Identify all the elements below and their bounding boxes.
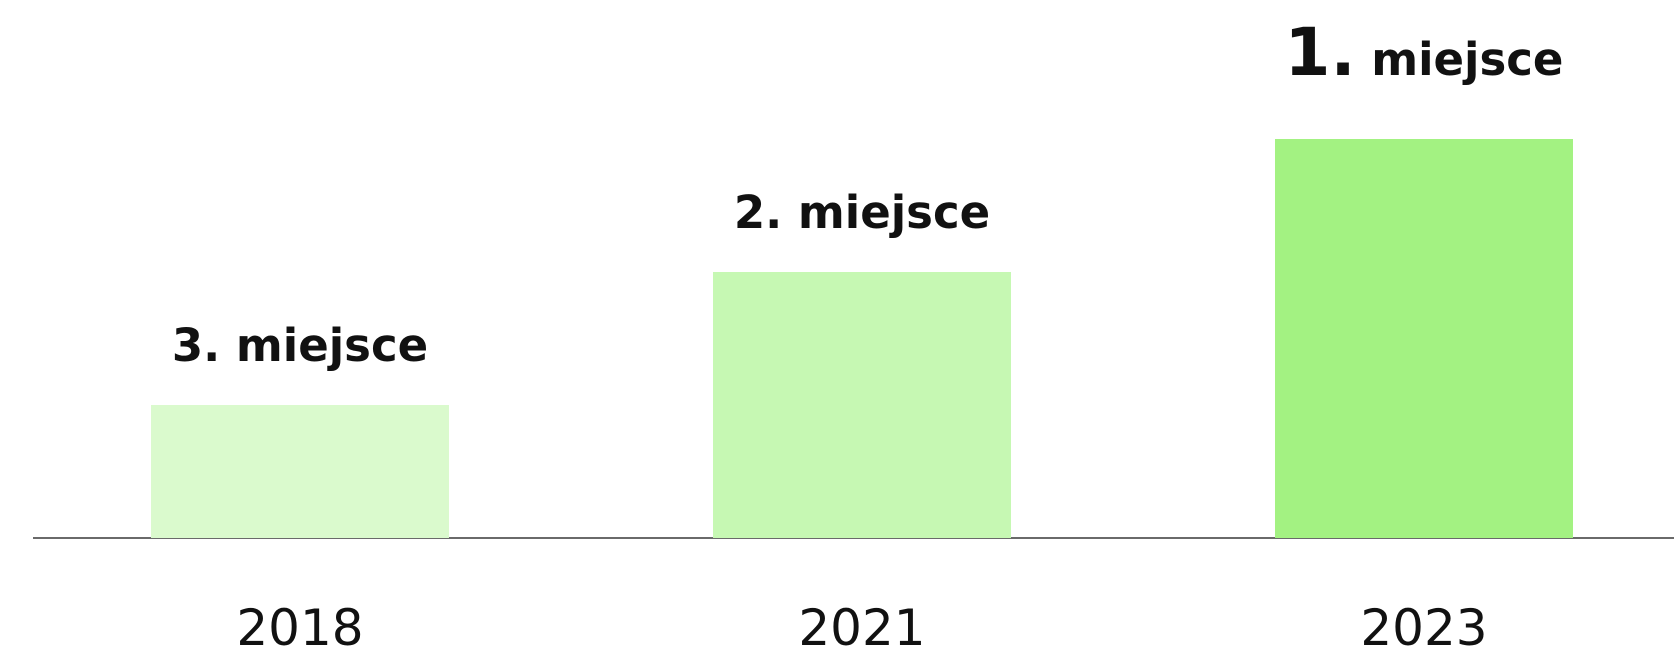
- place-text: miejsce: [798, 186, 990, 239]
- year-label: 2021: [798, 599, 925, 649]
- year-label: 2018: [236, 599, 363, 649]
- year-label: 2023: [1360, 599, 1487, 649]
- podium-bar: [151, 405, 449, 538]
- place-rank: 2.: [734, 186, 782, 239]
- place-text: miejsce: [1371, 33, 1563, 86]
- place-rank: 3.: [172, 319, 220, 372]
- place-label: 1. miejsce: [1285, 14, 1564, 91]
- podium-bar: [1275, 139, 1573, 538]
- place-text: miejsce: [236, 319, 428, 372]
- place-label: 2. miejsce: [734, 186, 990, 239]
- place-label: 3. miejsce: [172, 319, 428, 372]
- podium-bar: [713, 272, 1011, 538]
- place-rank: 1.: [1285, 14, 1356, 91]
